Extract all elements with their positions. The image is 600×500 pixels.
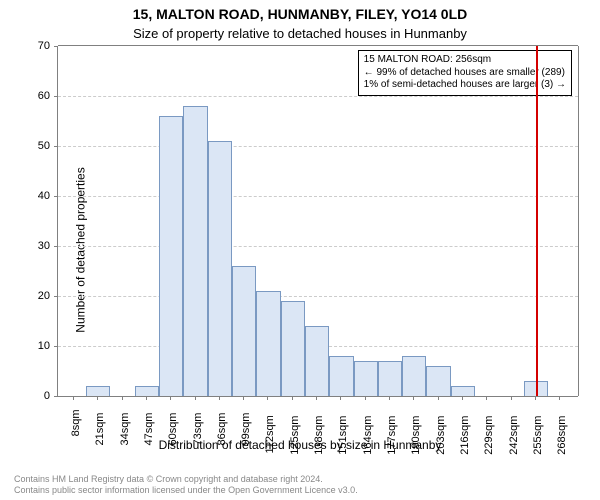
x-tick-mark [316,396,317,400]
plot-area: 15 MALTON ROAD: 256sqm ← 99% of detached… [58,46,578,396]
y-tick-label: 20 [38,290,50,302]
gridline [58,296,578,298]
y-tick-label: 10 [38,340,50,352]
histogram-bar [232,266,256,396]
y-tick-mark [54,346,58,347]
chart-title-sub: Size of property relative to detached ho… [0,26,600,41]
x-tick-mark [73,396,74,400]
y-tick-mark [54,146,58,147]
y-tick-mark [54,196,58,197]
chart-title-main: 15, MALTON ROAD, HUNMANBY, FILEY, YO14 0… [0,6,600,22]
x-tick-mark [243,396,244,400]
y-tick-label: 30 [38,240,50,252]
histogram-bar [183,106,207,396]
x-axis-label: Distribution of detached houses by size … [0,438,600,452]
histogram-bar [135,386,159,396]
y-axis-right-line [578,46,579,396]
histogram-bar [378,361,402,396]
histogram-bar [86,386,110,396]
x-tick-mark [486,396,487,400]
x-tick-mark [219,396,220,400]
footer-line2: Contains public sector information licen… [14,485,358,496]
histogram-bar [451,386,475,396]
x-tick-mark [146,396,147,400]
y-tick-mark [54,296,58,297]
y-tick-mark [54,396,58,397]
y-tick-label: 40 [38,190,50,202]
y-axis-line [57,46,58,396]
x-axis-line [58,396,578,397]
x-tick-mark [511,396,512,400]
x-tick-mark [413,396,414,400]
annotation-box: 15 MALTON ROAD: 256sqm ← 99% of detached… [358,50,572,96]
histogram-bar [329,356,353,396]
x-tick-mark [292,396,293,400]
chart-root: 15, MALTON ROAD, HUNMANBY, FILEY, YO14 0… [0,0,600,500]
gridline [58,96,578,98]
x-tick-label: 8sqm [64,409,82,436]
histogram-bar [354,361,378,396]
histogram-bar [402,356,426,396]
x-tick-mark [535,396,536,400]
reference-vline [536,46,538,396]
histogram-bar [208,141,232,396]
x-tick-mark [340,396,341,400]
y-tick-label: 0 [44,390,50,402]
x-tick-mark [267,396,268,400]
x-tick-mark [462,396,463,400]
x-tick-mark [170,396,171,400]
x-tick-mark [97,396,98,400]
x-tick-mark [122,396,123,400]
histogram-bar [281,301,305,396]
footer-line1: Contains HM Land Registry data © Crown c… [14,474,358,485]
histogram-bar [305,326,329,396]
histogram-bar [159,116,183,396]
y-tick-mark [54,46,58,47]
x-tick-mark [365,396,366,400]
y-tick-mark [54,246,58,247]
gridline [58,246,578,248]
y-tick-label: 60 [38,90,50,102]
x-tick-mark [389,396,390,400]
y-tick-label: 50 [38,140,50,152]
y-tick-label: 70 [38,40,50,52]
footer: Contains HM Land Registry data © Crown c… [14,474,358,497]
gridline [58,196,578,198]
x-tick-mark [438,396,439,400]
gridline [58,146,578,148]
x-axis-top-line [58,45,578,46]
histogram-bar [426,366,450,396]
x-tick-mark [195,396,196,400]
x-tick-mark [559,396,560,400]
y-tick-mark [54,96,58,97]
histogram-bar [256,291,280,396]
